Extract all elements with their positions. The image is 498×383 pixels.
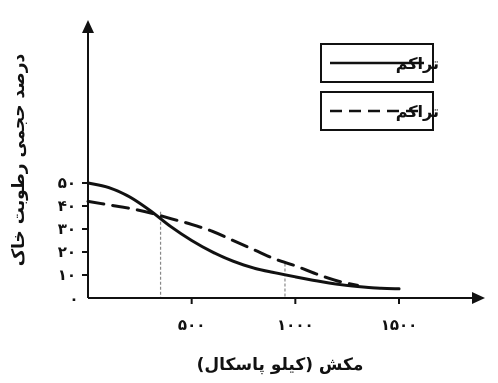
y-axis-title: درصد حجمی رطوبت خاک — [9, 53, 29, 266]
legend-solid-label: تراکم — [396, 54, 439, 73]
x-tick-label: ۱۵۰۰ — [381, 316, 418, 334]
axis-ticks: ۱۰ ۲۰ ۳۰ ۴۰ ۵۰ ۵۰۰ ۱۰۰۰ ۱۵۰۰ — [58, 174, 418, 334]
origin-label: ۰ — [69, 290, 78, 308]
y-axis-arrow-icon — [82, 20, 94, 33]
y-tick-label: ۳۰ — [58, 220, 76, 238]
series-solid-line — [86, 181, 401, 291]
legend-dashed-label: تراکم — [396, 102, 439, 121]
y-tick-label: ۵۰ — [58, 174, 76, 192]
y-tick-label: ۴۰ — [58, 197, 76, 215]
y-tick-label: ۱۰ — [58, 266, 76, 284]
x-axis-arrow-icon — [472, 292, 485, 304]
reference-lines — [159, 211, 286, 298]
series-dashed-line — [86, 199, 360, 287]
legend: تراکم تراکم — [320, 43, 439, 131]
x-tick-label: ۵۰۰ — [178, 316, 205, 334]
y-tick-label: ۲۰ — [58, 243, 76, 261]
x-tick-label: ۱۰۰۰ — [277, 316, 314, 334]
x-axis-title: مکش (کیلو پاسکال) — [197, 355, 364, 375]
series-layer — [86, 181, 401, 291]
